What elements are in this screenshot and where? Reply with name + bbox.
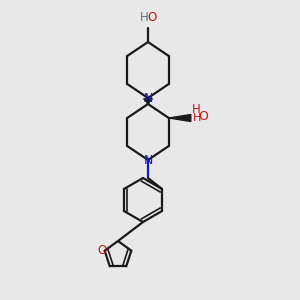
Text: O: O <box>198 110 208 124</box>
Text: O: O <box>147 11 157 24</box>
Text: O: O <box>97 244 106 257</box>
Text: H: H <box>140 11 148 24</box>
Text: H: H <box>192 103 200 116</box>
Text: H: H <box>193 113 201 123</box>
Polygon shape <box>169 115 191 122</box>
Text: N: N <box>143 92 153 104</box>
Text: N: N <box>143 154 153 166</box>
